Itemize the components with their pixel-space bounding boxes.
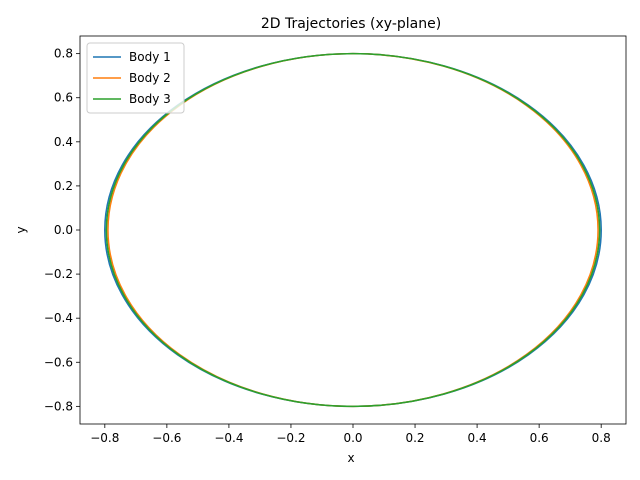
y-tick-label: 0.2 — [54, 179, 73, 193]
x-tick-label: 0.0 — [343, 431, 362, 445]
y-tick-label: −0.4 — [44, 311, 73, 325]
legend-label-3: Body 3 — [129, 92, 171, 106]
x-tick-label: 0.2 — [405, 431, 424, 445]
y-tick-label: 0.0 — [54, 223, 73, 237]
chart-title: 2D Trajectories (xy-plane) — [261, 16, 441, 32]
y-tick-label: −0.2 — [44, 267, 73, 281]
series-line-3 — [105, 52, 601, 408]
x-tick-label: −0.8 — [90, 431, 119, 445]
axis-ticks: −0.8 −0.6 −0.4 −0.2 0.0 0.2 0.4 0.6 0.8 −0.8 −0.6 −… — [44, 47, 611, 445]
legend-label-1: Body 1 — [129, 50, 171, 64]
y-tick-label: −0.6 — [44, 355, 73, 369]
y-tick-label: 0.4 — [54, 135, 73, 149]
legend-label-2: Body 2 — [129, 71, 171, 85]
x-tick-label: 0.4 — [468, 431, 487, 445]
y-tick-label: −0.8 — [44, 399, 73, 413]
y-tick-label: 0.8 — [54, 47, 73, 61]
x-tick-label: 0.6 — [530, 431, 549, 445]
x-axis-label: x — [347, 451, 354, 465]
legend: Body 1 Body 2 Body 3 — [86, 42, 185, 114]
x-tick-label: 0.8 — [592, 431, 611, 445]
plot-area — [104, 52, 602, 408]
legend-box — [86, 42, 185, 114]
x-tick-label: −0.2 — [276, 431, 305, 445]
y-tick-label: 0.6 — [54, 91, 73, 105]
x-tick-label: −0.4 — [214, 431, 243, 445]
x-tick-label: −0.6 — [152, 431, 181, 445]
y-axis-label: y — [14, 226, 28, 233]
